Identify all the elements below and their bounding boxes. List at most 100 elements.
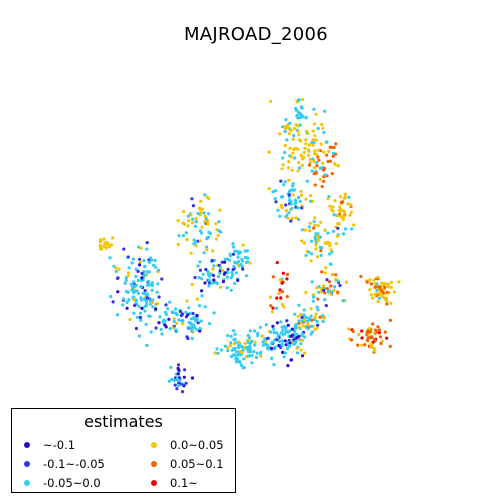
estimate-point (296, 129, 300, 133)
estimate-point (275, 296, 279, 300)
estimate-point (231, 252, 236, 256)
estimate-point (286, 216, 290, 220)
estimate-point (260, 334, 264, 338)
estimate-point (320, 246, 324, 250)
estimate-point (296, 124, 300, 128)
estimate-point (211, 249, 215, 253)
estimate-point (294, 339, 298, 343)
estimate-point (383, 282, 388, 286)
estimate-point (339, 195, 343, 199)
estimate-point (153, 258, 157, 262)
estimate-point (163, 323, 167, 327)
estimate-point (303, 351, 307, 355)
estimate-point (136, 269, 140, 273)
estimate-point (344, 280, 349, 284)
estimate-point (283, 150, 287, 155)
estimate-point (342, 232, 346, 236)
estimate-point (231, 245, 235, 249)
estimate-point (225, 275, 229, 279)
estimate-point (299, 312, 303, 317)
estimate-point (280, 344, 284, 348)
estimate-point (175, 387, 179, 391)
estimate-point (238, 250, 242, 254)
legend-label: 0.0~0.05 (170, 438, 224, 452)
estimate-point (145, 270, 150, 274)
estimate-point (336, 214, 340, 218)
estimate-point (202, 251, 206, 255)
estimate-point (219, 230, 223, 234)
estimate-point (241, 243, 245, 247)
estimate-point (312, 219, 316, 224)
estimate-point (229, 343, 233, 347)
estimate-point (289, 155, 293, 159)
estimate-point (185, 335, 189, 339)
estimate-point (241, 348, 245, 352)
estimate-point (143, 309, 147, 313)
estimate-point (335, 234, 340, 238)
estimate-point (341, 217, 345, 222)
estimate-point (255, 351, 259, 355)
estimate-point (203, 281, 207, 285)
estimate-point (142, 297, 147, 301)
estimate-point (104, 246, 108, 250)
estimate-point (281, 125, 285, 129)
estimate-point (193, 319, 198, 323)
estimate-point (180, 390, 185, 394)
estimate-point (239, 262, 243, 266)
estimate-point (203, 193, 207, 197)
estimate-point (232, 264, 236, 268)
estimate-point (139, 246, 143, 250)
estimate-point (319, 253, 323, 257)
estimate-point (373, 292, 377, 296)
estimate-point (283, 129, 287, 134)
estimate-point (145, 247, 149, 251)
estimate-point (356, 343, 360, 347)
estimate-point (124, 278, 128, 282)
estimate-point (219, 348, 224, 352)
estimate-point (139, 318, 143, 322)
estimate-point (313, 223, 317, 227)
estimate-point (372, 331, 376, 335)
estimate-point (328, 244, 332, 248)
estimate-point (272, 363, 276, 367)
estimate-point (297, 98, 301, 102)
estimate-point (323, 109, 327, 113)
estimate-point (226, 349, 230, 353)
estimate-point (258, 325, 262, 329)
estimate-point (285, 138, 289, 142)
estimate-point (236, 255, 240, 259)
estimate-point (167, 317, 171, 321)
estimate-point (134, 267, 138, 271)
estimate-point (365, 330, 369, 334)
estimate-point (283, 351, 288, 355)
estimate-point (319, 142, 323, 146)
estimate-point (142, 269, 146, 274)
estimate-point (312, 122, 317, 126)
estimate-point (379, 341, 383, 346)
estimate-point (256, 331, 260, 335)
estimate-point (102, 237, 106, 241)
estimate-point (280, 339, 284, 343)
legend-swatch (151, 480, 157, 486)
estimate-point (331, 229, 336, 233)
estimate-point (123, 281, 127, 285)
estimate-point (287, 193, 291, 197)
estimate-point (191, 311, 195, 316)
estimate-point (286, 166, 291, 170)
estimate-point (326, 197, 330, 201)
estimate-point (111, 300, 115, 304)
estimate-point (204, 217, 208, 221)
estimate-point (271, 190, 275, 194)
estimate-point (312, 293, 316, 297)
estimate-point (306, 148, 310, 152)
estimate-point (173, 383, 177, 387)
estimate-point (140, 278, 144, 283)
estimate-point (295, 336, 299, 340)
estimate-point (296, 314, 300, 319)
estimate-point (280, 281, 284, 285)
legend-title: estimates (84, 412, 163, 431)
estimate-point (190, 329, 194, 333)
estimate-point (246, 333, 250, 337)
estimate-point (381, 291, 385, 295)
